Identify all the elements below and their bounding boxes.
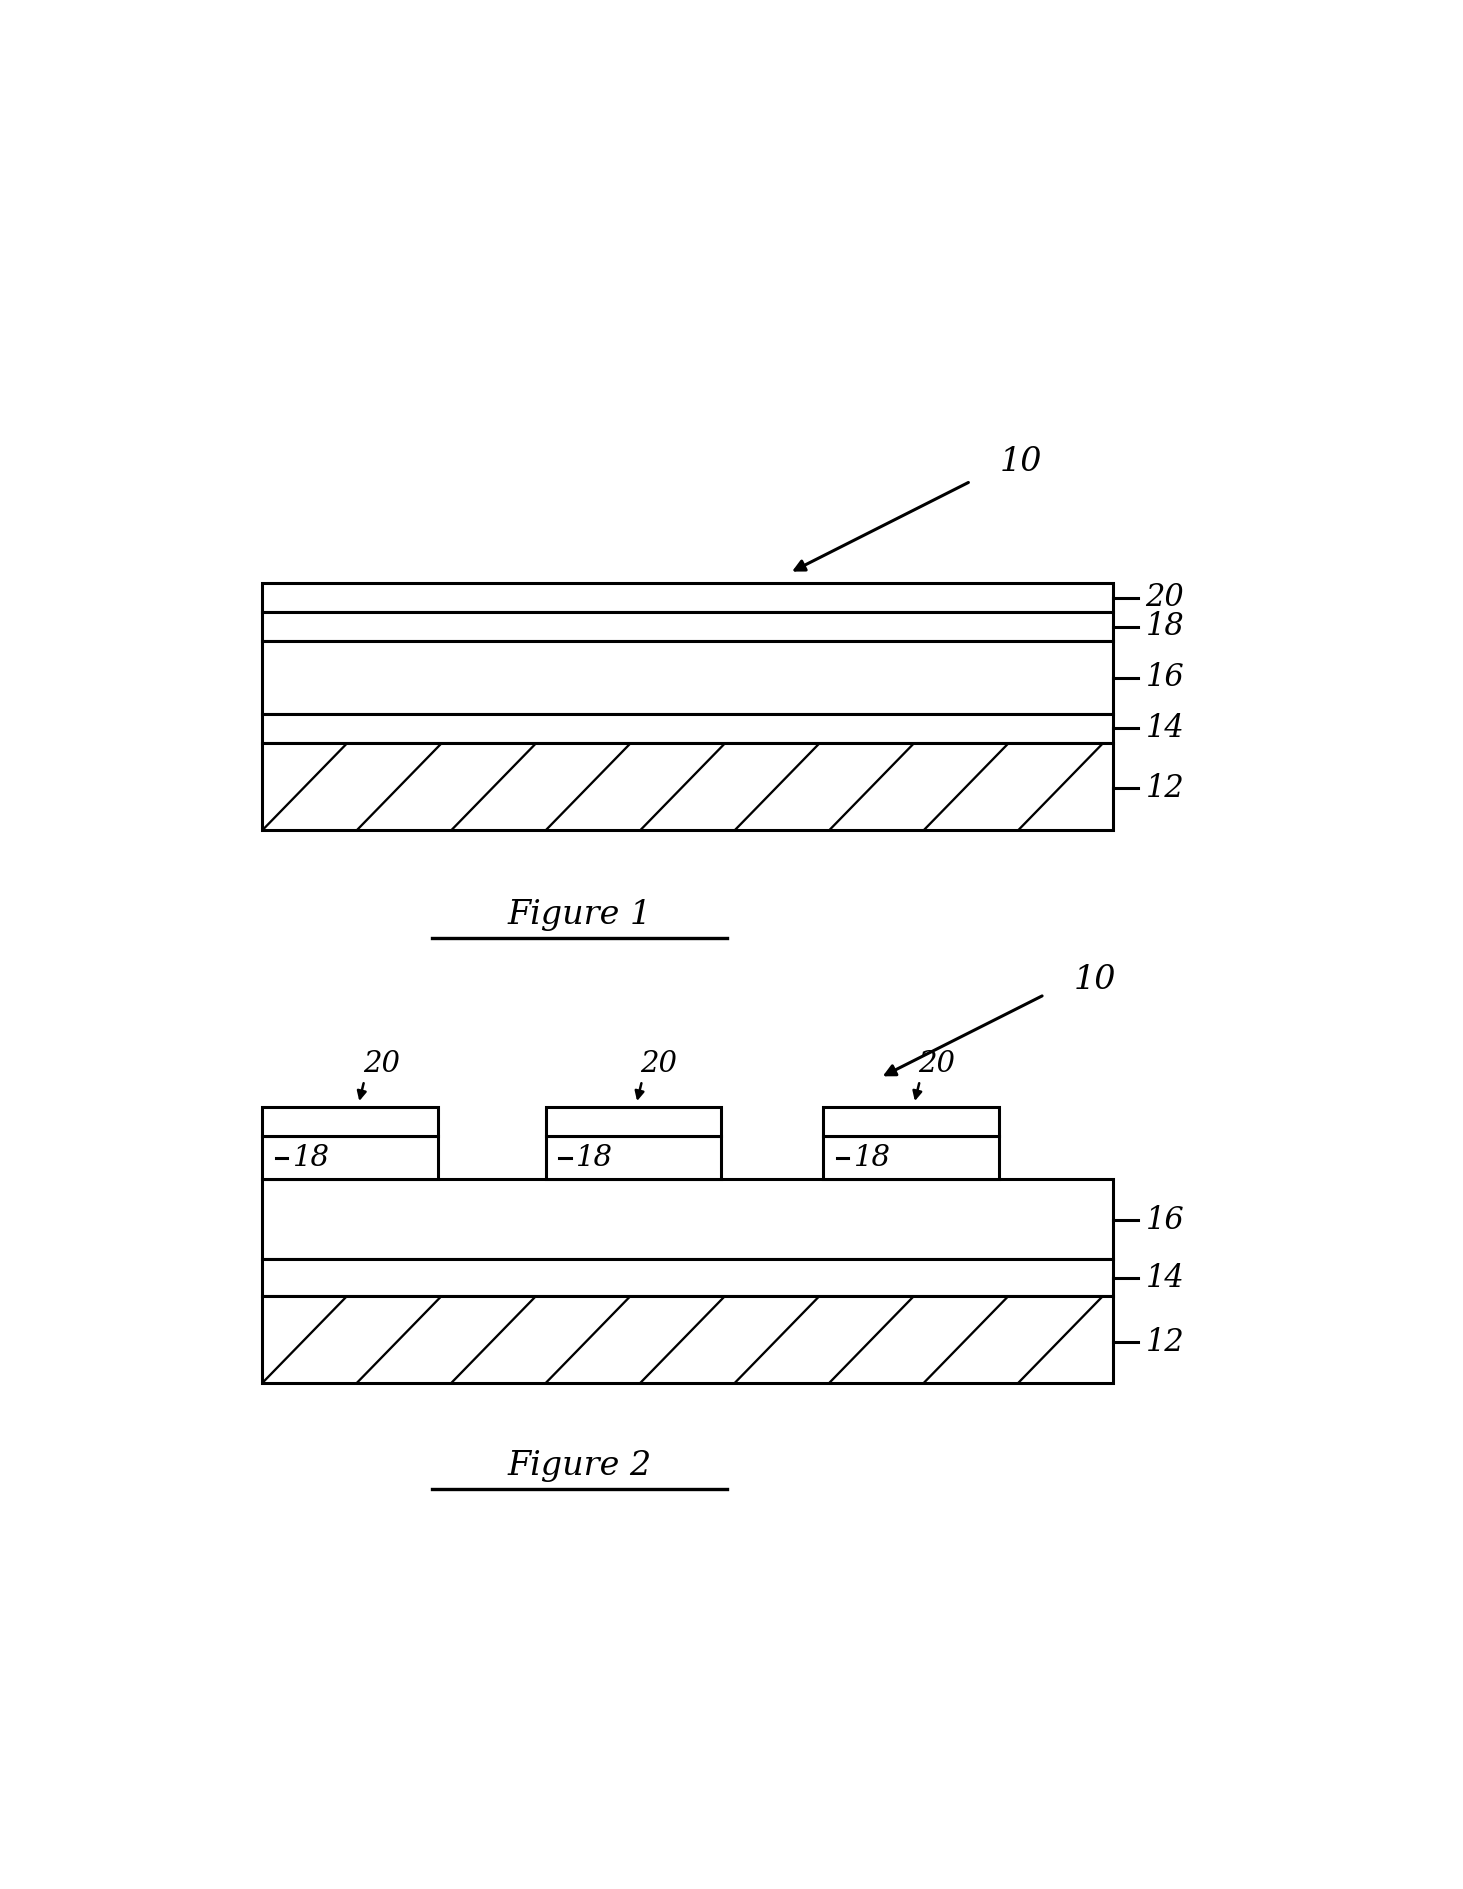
Bar (546, 1107, 721, 1135)
Text: 18: 18 (854, 1143, 891, 1171)
Text: 20: 20 (363, 1050, 399, 1077)
Text: 20: 20 (641, 1050, 677, 1077)
Text: 18: 18 (293, 1143, 329, 1171)
Text: Figure 2: Figure 2 (508, 1451, 652, 1483)
Bar (262, 1179, 1113, 1260)
Text: 14: 14 (1146, 1264, 1184, 1294)
Text: 20: 20 (1146, 582, 1184, 614)
Text: 14: 14 (1146, 712, 1184, 744)
Bar (262, 714, 1113, 742)
Bar (262, 1135, 437, 1179)
Bar (824, 1135, 999, 1179)
Bar (262, 1260, 1113, 1296)
Bar (262, 1107, 437, 1135)
Bar (262, 612, 1113, 640)
Text: 12: 12 (1146, 1326, 1184, 1358)
Text: 10: 10 (999, 446, 1042, 478)
Bar (262, 1296, 1113, 1383)
Text: 18: 18 (576, 1143, 613, 1171)
Text: Figure 1: Figure 1 (508, 899, 652, 931)
Bar (824, 1107, 999, 1135)
Bar (262, 584, 1113, 612)
Bar (262, 640, 1113, 714)
Text: 10: 10 (1074, 963, 1116, 996)
Text: 16: 16 (1146, 661, 1184, 693)
Text: 16: 16 (1146, 1205, 1184, 1235)
Text: 12: 12 (1146, 773, 1184, 803)
Bar (546, 1135, 721, 1179)
Text: 18: 18 (1146, 612, 1184, 642)
Text: 20: 20 (919, 1050, 955, 1077)
Bar (262, 742, 1113, 831)
